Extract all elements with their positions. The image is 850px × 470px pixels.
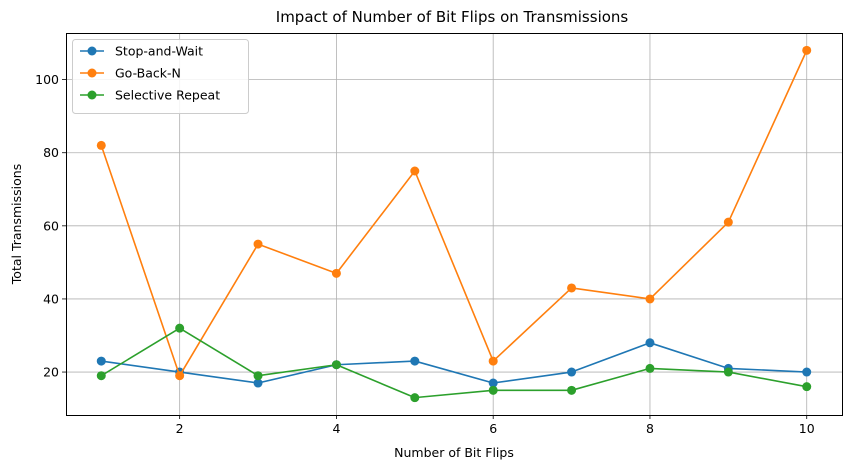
data-point-selective-repeat [567,385,577,395]
series-go-back-n [96,45,812,381]
legend-item-selective-repeat: Selective Repeat [80,88,220,103]
y-tick-label: 100 [35,72,59,87]
data-point-go-back-n [331,268,341,278]
data-point-go-back-n [645,294,655,304]
data-point-go-back-n [802,45,812,55]
data-point-stop-and-wait [488,378,498,388]
x-axis-label: Number of Bit Flips [394,445,514,460]
series-stop-and-wait [96,338,812,388]
y-axis-label: Total Transmissions [9,164,24,285]
data-point-selective-repeat [331,360,341,370]
legend-label: Stop-and-Wait [115,44,203,59]
series-line-selective-repeat [100,327,807,399]
data-point-stop-and-wait [253,378,263,388]
data-point-go-back-n [567,283,577,293]
legend-label: Selective Repeat [115,88,220,103]
series-layer [96,45,812,403]
data-point-stop-and-wait [802,367,812,377]
y-tick-label: 60 [43,218,59,233]
legend-marker [87,46,97,56]
data-point-go-back-n [96,140,106,150]
axis-ticks: 2 4 6 8 10 20 40 60 80 100 [35,72,815,436]
data-point-selective-repeat [410,393,420,403]
legend-item-stop-and-wait: Stop-and-Wait [80,44,203,59]
data-point-go-back-n [488,356,498,366]
legend-item-go-back-n: Go-Back-N [80,66,181,81]
legend: Stop-and-Wait Go-Back-N Selective Repeat [72,39,249,114]
legend-label: Go-Back-N [115,66,181,81]
data-point-selective-repeat [723,367,733,377]
data-point-selective-repeat [175,323,185,333]
series-line-go-back-n [100,50,808,377]
data-point-selective-repeat [253,371,263,381]
legend-marker [87,68,97,78]
data-point-stop-and-wait [96,356,106,366]
data-point-selective-repeat [645,363,655,373]
data-point-selective-repeat [802,382,812,392]
data-point-go-back-n [175,371,185,381]
x-tick-label: 6 [489,421,497,436]
data-point-stop-and-wait [645,338,655,348]
x-tick-label: 10 [799,421,815,436]
series-line-stop-and-wait [101,342,807,384]
y-tick-label: 80 [43,145,59,160]
data-point-selective-repeat [488,385,498,395]
y-tick-label: 20 [43,365,59,380]
series-selective-repeat [96,323,812,403]
y-tick-label: 40 [43,291,59,306]
legend-box [72,39,249,114]
data-point-stop-and-wait [410,356,420,366]
x-tick-label: 4 [332,421,340,436]
x-tick-label: 8 [646,421,654,436]
chart-title: Impact of Number of Bit Flips on Transmi… [276,8,629,26]
plot-frame [66,33,843,416]
legend-marker [87,90,97,100]
data-point-stop-and-wait [567,367,577,377]
data-point-go-back-n [253,239,263,249]
x-tick-label: 2 [176,421,184,436]
data-point-go-back-n [723,217,733,227]
data-point-selective-repeat [96,371,106,381]
data-point-go-back-n [410,166,420,176]
